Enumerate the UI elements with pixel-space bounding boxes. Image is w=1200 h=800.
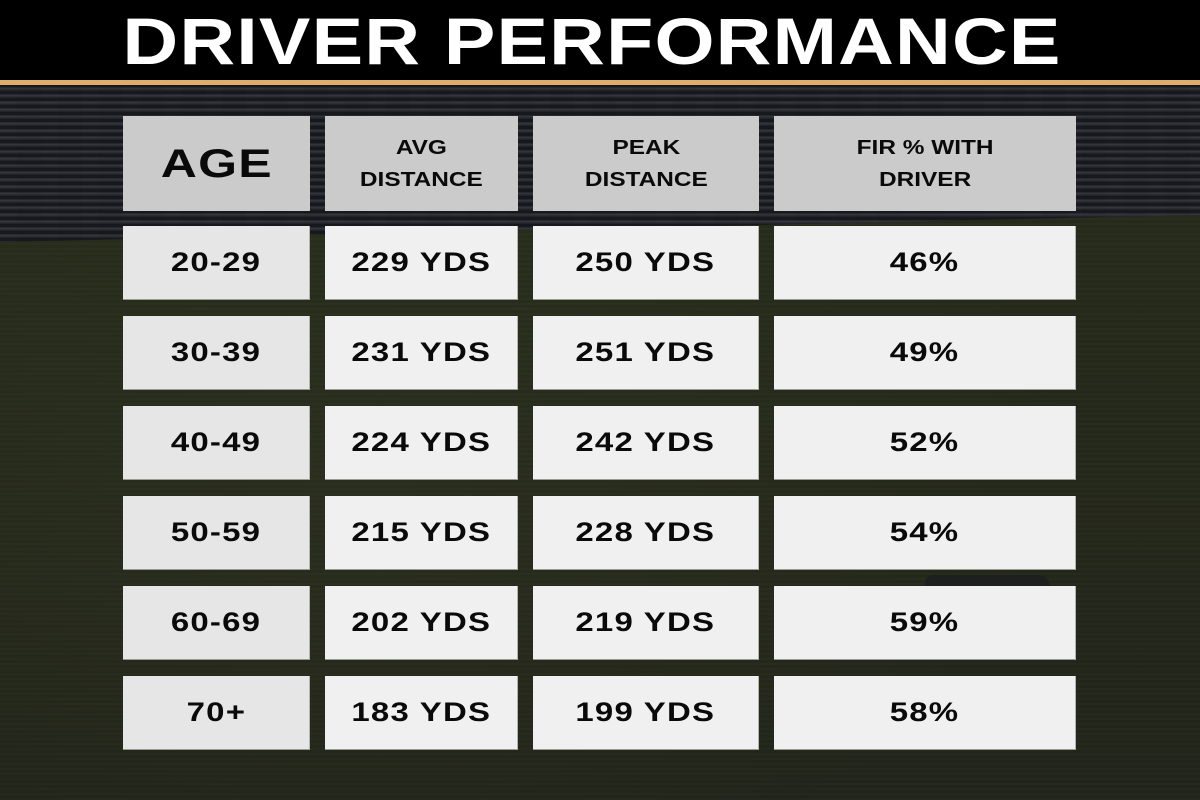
column-header-label: PEAK DISTANCE	[585, 132, 708, 196]
table-cell-peak-distance: 219 YDS	[533, 586, 759, 660]
table-cell-peak-distance: 242 YDS	[533, 406, 759, 480]
header-line-2: DISTANCE	[360, 168, 483, 191]
table-cell-age: 30-39	[123, 316, 310, 390]
table-cell-age: 50-59	[123, 496, 310, 570]
cell-text: 30-39	[170, 337, 262, 367]
table-cell-avg-distance: 215 YDS	[325, 496, 518, 570]
table-cell-avg-distance: 224 YDS	[325, 406, 518, 480]
cell-text: 250 YDS	[575, 247, 716, 277]
table-cell-age: 20-29	[123, 226, 310, 300]
table-cell-fir-pct: 58%	[774, 676, 1076, 750]
table-cell-fir-pct: 52%	[774, 406, 1076, 480]
cell-text: 199 YDS	[575, 697, 716, 727]
table-cell-avg-distance: 229 YDS	[325, 226, 518, 300]
cell-text: 52%	[889, 427, 960, 457]
cell-text: 20-29	[170, 247, 262, 277]
table-cell-peak-distance: 228 YDS	[533, 496, 759, 570]
cell-text: 49%	[889, 337, 960, 367]
cell-text: 60-69	[170, 607, 262, 637]
cell-text: 59%	[889, 607, 960, 637]
table-cell-peak-distance: 250 YDS	[533, 226, 759, 300]
column-header-age: AGE	[123, 116, 310, 211]
header-line-1: PEAK	[612, 136, 680, 159]
table-cell-age: 40-49	[123, 406, 310, 480]
title-accent-rule	[0, 80, 1200, 85]
table-cell-fir-pct: 49%	[774, 316, 1076, 390]
table-cell-age: 60-69	[123, 586, 310, 660]
cell-text: 231 YDS	[351, 337, 491, 367]
column-header-label: FIR % WITH DRIVER	[857, 132, 994, 196]
title-banner: DRIVER PERFORMANCE	[0, 0, 1200, 80]
cell-text: 251 YDS	[575, 337, 716, 367]
table-cell-avg-distance: 231 YDS	[325, 316, 518, 390]
header-line-1: FIR % WITH	[856, 136, 994, 159]
cell-text: 242 YDS	[575, 427, 716, 457]
column-header-fir-pct: FIR % WITH DRIVER	[774, 116, 1076, 211]
cell-text: 50-59	[170, 517, 262, 547]
cell-text: 46%	[889, 247, 960, 277]
cell-text: 229 YDS	[351, 247, 491, 277]
cell-text: 40-49	[170, 427, 262, 457]
header-line-1: AVG	[395, 136, 448, 159]
table-cell-fir-pct: 54%	[774, 496, 1076, 570]
table-cell-avg-distance: 202 YDS	[325, 586, 518, 660]
column-header-avg-distance: AVG DISTANCE	[325, 116, 518, 211]
table-cell-avg-distance: 183 YDS	[325, 676, 518, 750]
cell-text: 228 YDS	[575, 517, 716, 547]
background-golf-bag	[925, 575, 1050, 589]
cell-text: 183 YDS	[351, 697, 491, 727]
header-line-2: DISTANCE	[584, 168, 708, 191]
cell-text: 215 YDS	[351, 517, 491, 547]
table-cell-fir-pct: 46%	[774, 226, 1076, 300]
cell-text: 70+	[186, 697, 246, 727]
table-cell-fir-pct: 59%	[774, 586, 1076, 660]
cell-text: 54%	[889, 517, 960, 547]
cell-text: 58%	[889, 697, 960, 727]
table-cell-peak-distance: 199 YDS	[533, 676, 759, 750]
table-cell-age: 70+	[123, 676, 310, 750]
column-header-label: AVG DISTANCE	[360, 132, 483, 196]
cell-text: 219 YDS	[575, 607, 716, 637]
column-header-label: AGE	[160, 141, 273, 186]
header-line-2: DRIVER	[878, 168, 972, 191]
cell-text: 224 YDS	[351, 427, 491, 457]
cell-text: 202 YDS	[351, 607, 491, 637]
column-header-peak-distance: PEAK DISTANCE	[533, 116, 759, 211]
page-title: DRIVER PERFORMANCE	[122, 4, 1062, 78]
table-cell-peak-distance: 251 YDS	[533, 316, 759, 390]
